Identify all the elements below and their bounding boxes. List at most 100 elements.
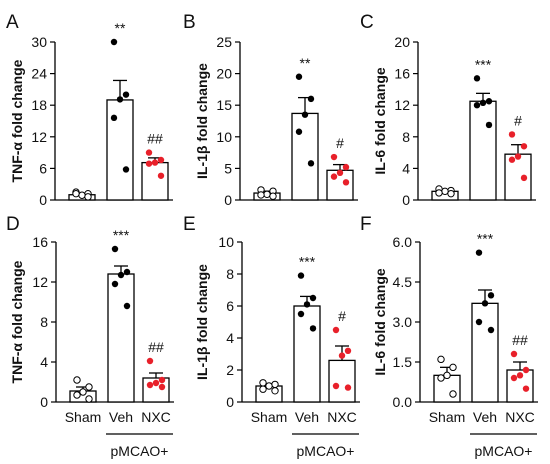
panel-letter: A — [6, 12, 19, 33]
data-point — [485, 121, 493, 129]
group-label: pMCAO+ — [111, 443, 169, 459]
y-tick-label: 12 — [31, 129, 47, 145]
data-point — [510, 350, 518, 358]
data-point — [441, 187, 449, 196]
y-tick-label: 1.5 — [393, 354, 413, 370]
data-point — [332, 326, 340, 334]
data-point — [259, 379, 267, 387]
y-tick-label: 6 — [39, 160, 47, 176]
data-point — [297, 310, 305, 318]
significance-marker: *** — [477, 231, 494, 247]
y-tick-label: 12 — [394, 97, 410, 113]
x-tick-label: NXC — [141, 409, 171, 425]
data-point — [122, 91, 130, 98]
data-point — [73, 376, 81, 384]
y-tick-label: 4 — [40, 354, 48, 370]
data-point — [435, 189, 443, 197]
data-point — [145, 149, 153, 156]
y-tick-label: 6.0 — [393, 234, 413, 250]
significance-marker: ## — [147, 131, 163, 147]
data-point — [265, 382, 273, 390]
data-point — [516, 372, 524, 379]
data-point — [295, 73, 303, 80]
data-point — [481, 300, 489, 307]
data-point — [437, 374, 445, 382]
data-point — [111, 280, 119, 288]
data-point — [301, 111, 309, 118]
significance-marker: ** — [300, 55, 311, 71]
x-tick-label: NXC — [327, 409, 357, 425]
y-tick-label: 5 — [224, 160, 232, 176]
group-label: pMCAO+ — [475, 443, 533, 459]
chart-panel-a: A TNF-α fold change 0 6 12 18 24 30 ** ## — [6, 12, 173, 208]
data-point — [309, 294, 317, 302]
x-tick-label: Veh — [295, 409, 319, 425]
data-point — [158, 383, 166, 391]
data-point — [257, 191, 265, 199]
bar-veh — [471, 302, 499, 403]
data-point — [269, 192, 277, 200]
data-point — [342, 179, 350, 186]
data-point — [443, 371, 451, 380]
y-axis-label: IL-6 fold change — [372, 67, 388, 175]
data-point — [522, 366, 530, 374]
data-point — [514, 153, 522, 160]
x-tick-label: Sham — [65, 409, 102, 425]
data-point — [123, 302, 131, 310]
y-tick-label: 20 — [394, 34, 410, 50]
data-point — [84, 193, 92, 201]
y-axis-label: IL-1β fold change — [194, 264, 210, 380]
data-point — [437, 355, 445, 364]
significance-marker: # — [338, 308, 346, 324]
data-point — [449, 363, 457, 372]
data-point — [117, 271, 125, 279]
data-point — [72, 189, 80, 198]
chart-panel-d: D TNF-α fold change 0 4 8 12 16 Sham *** Veh ## NXC… — [6, 214, 174, 459]
y-tick-label: 4 — [226, 330, 234, 346]
chart-panel-c: C IL-6 fold change 0 4 8 12 16 20 *** # — [360, 12, 536, 208]
significance-marker: # — [336, 135, 344, 151]
data-point — [78, 191, 86, 199]
y-tick-label: 25 — [216, 34, 232, 50]
y-axis-label: IL-1β fold change — [194, 63, 210, 179]
data-point — [145, 160, 153, 167]
data-point — [111, 245, 119, 253]
data-point — [449, 390, 457, 398]
data-point — [487, 326, 495, 334]
data-point — [309, 325, 317, 332]
data-point — [295, 128, 303, 135]
data-point — [344, 384, 352, 391]
data-point — [297, 272, 305, 279]
data-point — [330, 173, 338, 180]
y-tick-label: 30 — [31, 34, 47, 50]
data-point — [116, 96, 124, 103]
data-point — [146, 357, 154, 365]
x-tick-label: Sham — [251, 409, 288, 425]
data-point — [303, 301, 311, 308]
data-point — [487, 292, 495, 299]
significance-marker: ## — [148, 339, 164, 355]
bar-veh — [291, 112, 319, 201]
y-tick-label: 12 — [32, 274, 48, 290]
y-tick-label: 16 — [394, 66, 410, 82]
data-point — [508, 156, 516, 163]
bar-veh — [107, 273, 135, 403]
data-point — [259, 385, 267, 393]
data-point — [307, 160, 315, 167]
y-tick-label: 8 — [226, 266, 234, 282]
y-tick-label: 2 — [226, 362, 234, 378]
y-axis-label: TNF-α fold change — [9, 59, 25, 182]
data-point — [520, 174, 528, 182]
data-point — [307, 95, 315, 103]
y-axis-label: IL-6 fold change — [372, 268, 388, 376]
y-tick-label: 8 — [402, 129, 410, 145]
data-point — [485, 98, 493, 105]
y-tick-label: 4 — [402, 160, 410, 176]
significance-marker: *** — [113, 227, 130, 243]
data-point — [336, 169, 344, 177]
y-tick-label: 10 — [218, 234, 234, 250]
data-point — [479, 99, 487, 107]
data-point — [342, 163, 350, 171]
data-point — [271, 387, 279, 395]
x-tick-label: Sham — [429, 409, 466, 425]
